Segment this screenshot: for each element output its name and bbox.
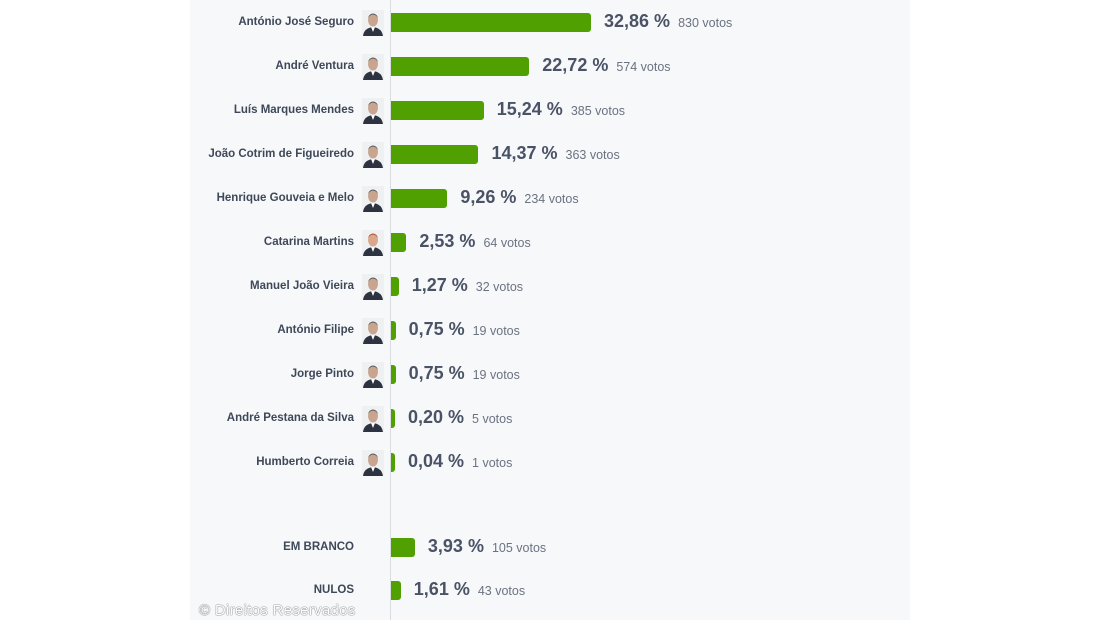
percent-label: 14,37 % 363 votos — [491, 143, 619, 164]
candidate-name: Luís Marques Mendes — [233, 104, 354, 116]
percent-value: 3,93 % — [427, 536, 484, 556]
percent-value: 0,04 % — [408, 451, 465, 471]
candidate-name: Henrique Gouveia e Melo — [216, 192, 354, 204]
vote-count: 363 votos — [565, 148, 620, 162]
candidate-photo-icon — [362, 406, 384, 432]
result-bar — [391, 233, 407, 252]
candidate-photo-icon — [362, 362, 384, 388]
percent-label: 2,53 % 64 votos — [419, 231, 530, 252]
result-bar — [391, 277, 399, 296]
result-row: Manuel João Vieira 1,27 % 32 votos — [190, 274, 910, 300]
vote-count: 19 votos — [472, 324, 520, 338]
percent-label: 22,72 % 574 votos — [542, 55, 670, 76]
result-row: Jorge Pinto 0,75 % 19 votos — [190, 362, 910, 388]
result-row: André Ventura 22,72 % 574 votos — [190, 54, 910, 80]
percent-label: 1,61 % 43 votos — [414, 579, 525, 600]
copyright-watermark: © Direitos Reservados — [199, 602, 356, 619]
result-bar — [391, 321, 396, 340]
result-row: Henrique Gouveia e Melo 9,26 % 234 votos — [190, 186, 910, 212]
candidate-name: Humberto Correia — [256, 456, 354, 468]
percent-label: 15,24 % 385 votos — [497, 99, 625, 120]
result-bar — [391, 409, 395, 428]
percent-value: 0,75 % — [408, 319, 465, 339]
percent-label: 0,75 % 19 votos — [409, 363, 520, 384]
result-row: João Cotrim de Figueiredo 14,37 % 363 voto… — [190, 142, 910, 168]
percent-value: 15,24 % — [496, 99, 563, 119]
result-bar — [391, 453, 395, 472]
result-bar — [391, 145, 479, 164]
result-row: NULOS 1,61 % 43 votos — [190, 578, 910, 604]
axis-line — [390, 0, 391, 620]
percent-label: 0,75 % 19 votos — [409, 319, 520, 340]
candidate-photo-icon — [362, 98, 384, 124]
result-bar — [391, 189, 448, 208]
result-bar — [391, 365, 396, 384]
vote-count: 385 votos — [570, 104, 626, 118]
candidate-name: Jorge Pinto — [290, 368, 354, 380]
vote-count: 1 votos — [472, 456, 513, 470]
candidate-name: Manuel João Vieira — [250, 280, 354, 292]
result-row: EM BRANCO 3,93 % 105 votos — [190, 535, 910, 561]
candidate-photo-icon — [362, 318, 384, 344]
candidate-name: EM BRANCO — [283, 541, 354, 553]
vote-count: 574 votos — [616, 60, 671, 74]
percent-value: 22,72 % — [542, 55, 609, 75]
percent-label: 1,27 % 32 votos — [412, 275, 523, 296]
vote-count: 830 votos — [678, 16, 733, 30]
candidate-photo-icon — [362, 54, 384, 80]
candidate-name: NULOS — [313, 584, 354, 596]
percent-value: 1,61 % — [413, 579, 470, 599]
vote-count: 64 votos — [483, 236, 531, 250]
percent-label: 3,93 % 105 votos — [428, 536, 546, 557]
result-row: António Filipe 0,75 % 19 votos — [190, 318, 910, 344]
percent-value: 0,20 % — [408, 407, 465, 427]
vote-count: 234 votos — [524, 192, 579, 206]
result-bar — [391, 581, 401, 600]
percent-value: 14,37 % — [491, 143, 558, 163]
candidate-name: André Ventura — [275, 60, 354, 72]
vote-count: 43 votos — [477, 584, 526, 598]
percent-label: 9,26 % 234 votos — [460, 187, 578, 208]
percent-value: 0,75 % — [408, 363, 465, 383]
percent-value: 9,26 % — [460, 187, 517, 207]
results-panel — [190, 0, 910, 620]
candidate-photo-icon — [362, 230, 384, 256]
percent-label: 0,04 % 1 votos — [408, 451, 512, 472]
vote-count: 19 votos — [472, 368, 520, 382]
percent-value: 32,86 % — [604, 11, 671, 31]
result-row: Luís Marques Mendes 15,24 % 385 votos — [190, 98, 910, 124]
percent-value: 1,27 % — [411, 275, 468, 295]
result-row: Humberto Correia 0,04 % 1 votos — [190, 450, 910, 476]
candidate-name: António José Seguro — [238, 16, 354, 28]
candidate-photo-icon — [362, 450, 384, 476]
vote-count: 32 votos — [475, 280, 524, 294]
candidate-name: André Pestana da Silva — [226, 412, 354, 424]
vote-count: 5 votos — [472, 412, 513, 426]
percent-label: 0,20 % 5 votos — [408, 407, 512, 428]
candidate-name: António Filipe — [277, 324, 354, 336]
result-bar — [391, 13, 591, 32]
percent-value: 2,53 % — [419, 231, 476, 251]
result-row: Catarina Martins 2,53 % 64 votos — [190, 230, 910, 256]
result-row: André Pestana da Silva 0,20 % 5 votos — [190, 406, 910, 432]
result-bar — [391, 538, 415, 557]
result-row: António José Seguro 32,86 % 830 votos — [190, 10, 910, 36]
candidate-photo-icon — [362, 142, 384, 168]
candidate-photo-icon — [362, 10, 384, 36]
candidate-name: João Cotrim de Figueiredo — [208, 148, 354, 160]
result-bar — [391, 101, 484, 120]
candidate-name: Catarina Martins — [263, 236, 354, 248]
candidate-photo-icon — [362, 274, 384, 300]
percent-label: 32,86 % 830 votos — [604, 11, 732, 32]
vote-count: 105 votos — [491, 541, 547, 555]
candidate-photo-icon — [362, 186, 384, 212]
result-bar — [391, 57, 530, 76]
